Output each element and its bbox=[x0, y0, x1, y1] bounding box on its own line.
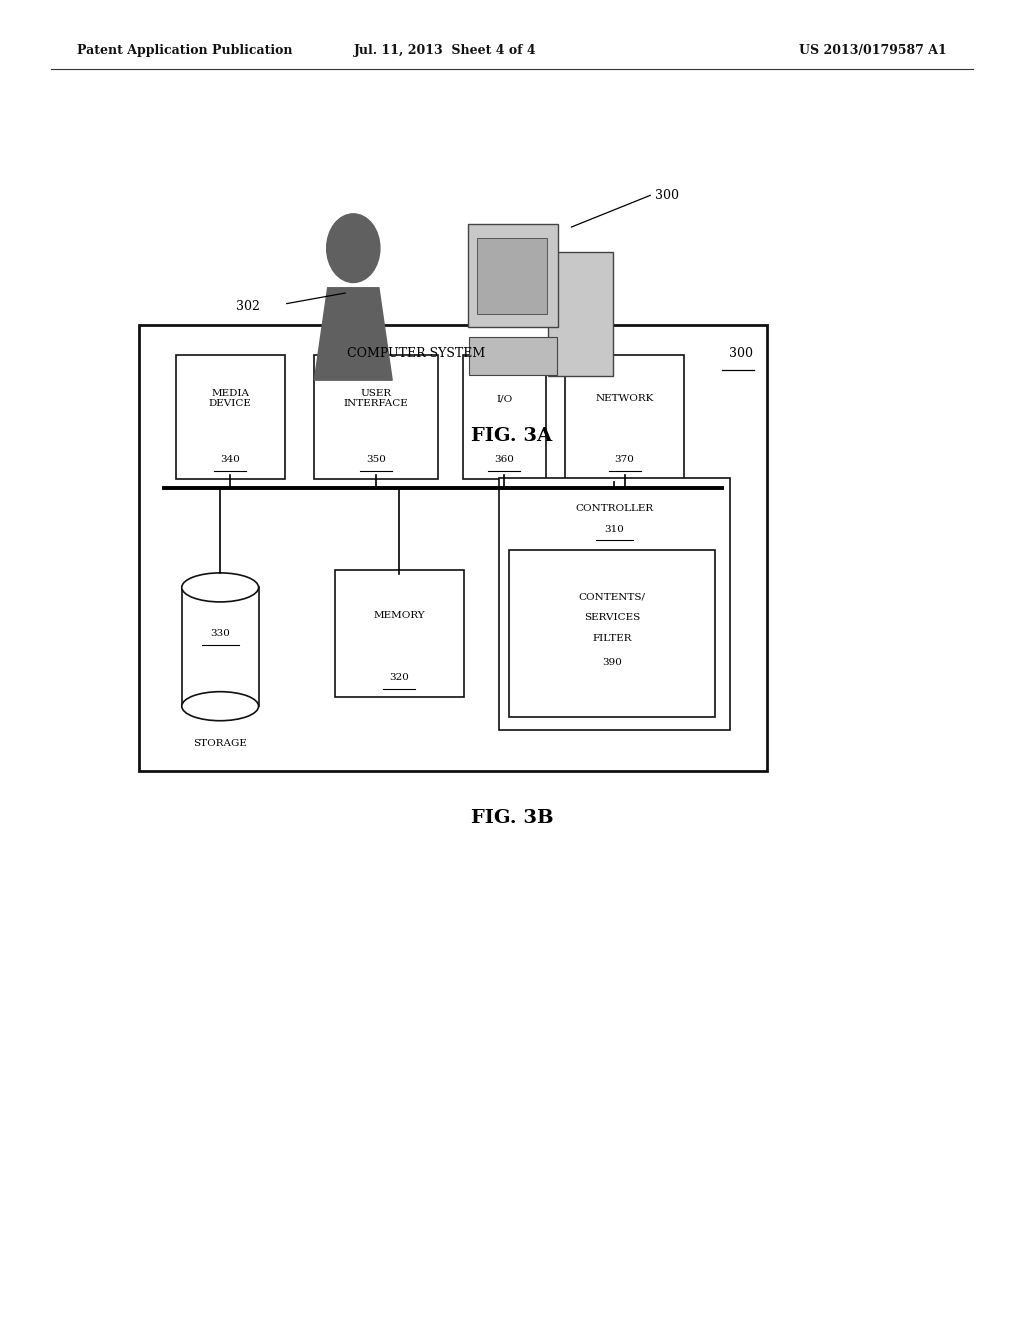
Circle shape bbox=[327, 214, 380, 282]
Text: FIG. 3B: FIG. 3B bbox=[471, 809, 553, 828]
FancyBboxPatch shape bbox=[565, 355, 684, 479]
FancyBboxPatch shape bbox=[469, 337, 557, 375]
FancyBboxPatch shape bbox=[463, 355, 546, 479]
Polygon shape bbox=[314, 288, 392, 380]
Ellipse shape bbox=[182, 692, 258, 721]
Text: Patent Application Publication: Patent Application Publication bbox=[77, 44, 292, 57]
Text: 360: 360 bbox=[495, 455, 514, 463]
Text: 330: 330 bbox=[210, 630, 230, 638]
FancyBboxPatch shape bbox=[509, 550, 715, 717]
Text: COMPUTER SYSTEM: COMPUTER SYSTEM bbox=[347, 347, 485, 360]
Text: 302: 302 bbox=[236, 300, 259, 313]
Text: CONTROLLER: CONTROLLER bbox=[575, 504, 653, 512]
FancyBboxPatch shape bbox=[139, 325, 767, 771]
FancyBboxPatch shape bbox=[499, 478, 730, 730]
Text: 370: 370 bbox=[614, 455, 635, 463]
Text: MEDIA
DEVICE: MEDIA DEVICE bbox=[209, 389, 252, 408]
FancyBboxPatch shape bbox=[182, 587, 258, 706]
Text: SERVICES: SERVICES bbox=[584, 614, 640, 622]
Text: 300: 300 bbox=[655, 189, 679, 202]
Text: Jul. 11, 2013  Sheet 4 of 4: Jul. 11, 2013 Sheet 4 of 4 bbox=[354, 44, 537, 57]
FancyBboxPatch shape bbox=[314, 355, 438, 479]
FancyBboxPatch shape bbox=[477, 238, 547, 314]
Text: MEMORY: MEMORY bbox=[374, 611, 425, 619]
Text: 300: 300 bbox=[729, 347, 753, 360]
FancyBboxPatch shape bbox=[176, 355, 285, 479]
Text: FIG. 3A: FIG. 3A bbox=[471, 426, 553, 445]
Text: STORAGE: STORAGE bbox=[194, 739, 247, 748]
FancyBboxPatch shape bbox=[468, 224, 558, 327]
Text: 320: 320 bbox=[389, 673, 410, 681]
Text: 340: 340 bbox=[220, 455, 241, 463]
Text: FILTER: FILTER bbox=[592, 635, 632, 643]
Text: US 2013/0179587 A1: US 2013/0179587 A1 bbox=[800, 44, 947, 57]
Text: CONTENTS/: CONTENTS/ bbox=[579, 593, 645, 601]
Text: 350: 350 bbox=[367, 455, 386, 463]
Text: USER
INTERFACE: USER INTERFACE bbox=[344, 389, 409, 408]
Ellipse shape bbox=[182, 573, 258, 602]
Text: I/O: I/O bbox=[497, 395, 512, 403]
FancyBboxPatch shape bbox=[335, 570, 464, 697]
Text: 390: 390 bbox=[602, 659, 622, 667]
Text: NETWORK: NETWORK bbox=[595, 395, 654, 403]
FancyBboxPatch shape bbox=[548, 252, 613, 376]
Text: 310: 310 bbox=[604, 525, 625, 533]
